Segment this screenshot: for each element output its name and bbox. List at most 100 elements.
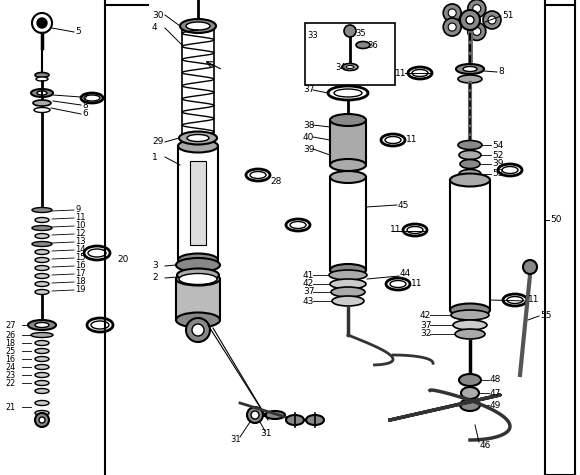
Ellipse shape (31, 89, 53, 97)
Ellipse shape (330, 171, 366, 183)
Circle shape (39, 417, 45, 423)
Text: 29: 29 (152, 137, 164, 146)
Ellipse shape (290, 221, 306, 228)
Circle shape (523, 260, 537, 274)
Ellipse shape (329, 270, 367, 280)
Circle shape (37, 18, 47, 28)
Bar (176, 279, 220, 320)
Text: 26: 26 (5, 331, 15, 340)
Ellipse shape (35, 357, 49, 361)
Bar (330, 120, 366, 165)
Ellipse shape (35, 73, 49, 77)
Circle shape (448, 23, 456, 31)
Text: 11: 11 (406, 135, 418, 144)
Ellipse shape (330, 264, 366, 276)
Text: 15: 15 (75, 254, 85, 263)
Bar (305, 23, 395, 85)
Text: 30: 30 (152, 10, 164, 19)
Ellipse shape (180, 19, 216, 33)
Ellipse shape (35, 323, 49, 327)
Circle shape (443, 18, 461, 36)
Ellipse shape (35, 400, 49, 406)
Text: 21: 21 (5, 402, 15, 411)
Ellipse shape (458, 75, 482, 83)
Ellipse shape (356, 41, 370, 48)
Ellipse shape (390, 281, 406, 287)
Ellipse shape (37, 91, 47, 95)
Text: 46: 46 (480, 440, 491, 449)
Ellipse shape (178, 140, 218, 152)
Text: 48: 48 (490, 376, 501, 384)
Ellipse shape (35, 234, 49, 238)
Circle shape (473, 5, 481, 12)
Text: 41: 41 (303, 270, 314, 279)
Ellipse shape (35, 341, 49, 345)
Text: 50: 50 (550, 216, 561, 225)
Text: 11: 11 (528, 295, 539, 304)
Ellipse shape (35, 282, 49, 286)
Ellipse shape (176, 313, 220, 327)
Ellipse shape (265, 411, 285, 419)
Ellipse shape (459, 170, 481, 179)
Circle shape (35, 413, 49, 427)
Ellipse shape (330, 114, 366, 126)
Circle shape (247, 407, 263, 423)
Text: 1: 1 (152, 152, 158, 162)
Ellipse shape (331, 287, 365, 297)
Text: 11: 11 (411, 279, 422, 288)
Ellipse shape (35, 289, 49, 294)
Text: 8: 8 (498, 66, 504, 76)
Text: 12: 12 (75, 229, 85, 238)
Circle shape (468, 22, 486, 40)
Ellipse shape (458, 141, 482, 150)
Circle shape (251, 411, 259, 419)
Ellipse shape (28, 320, 56, 330)
Ellipse shape (84, 95, 100, 101)
Ellipse shape (342, 64, 358, 70)
Text: 44: 44 (400, 268, 411, 277)
Ellipse shape (176, 258, 220, 272)
Ellipse shape (32, 208, 52, 212)
Ellipse shape (460, 399, 480, 411)
Circle shape (344, 25, 356, 37)
Text: 4: 4 (152, 23, 158, 32)
Circle shape (32, 13, 52, 33)
Ellipse shape (502, 167, 518, 173)
Text: 28: 28 (270, 178, 281, 187)
Ellipse shape (407, 227, 423, 234)
Ellipse shape (463, 66, 477, 72)
Ellipse shape (250, 171, 266, 179)
Text: 6: 6 (82, 110, 88, 118)
Circle shape (443, 4, 461, 22)
Text: 47: 47 (490, 389, 501, 398)
Ellipse shape (36, 77, 48, 81)
Bar (330, 177, 366, 270)
Ellipse shape (35, 218, 49, 222)
Ellipse shape (176, 273, 220, 285)
Text: 9: 9 (75, 206, 80, 215)
Text: 37: 37 (420, 321, 432, 330)
Circle shape (448, 9, 456, 17)
Text: 42: 42 (303, 279, 314, 288)
Ellipse shape (186, 22, 210, 30)
Text: 22: 22 (5, 379, 15, 388)
Bar (450, 180, 490, 310)
Circle shape (186, 318, 210, 342)
Ellipse shape (35, 372, 49, 378)
Text: 11: 11 (390, 226, 401, 235)
Ellipse shape (35, 364, 49, 370)
Text: 10: 10 (75, 221, 85, 230)
Ellipse shape (451, 310, 489, 320)
Ellipse shape (459, 374, 481, 386)
Ellipse shape (450, 173, 490, 187)
Text: 40: 40 (303, 133, 314, 142)
Text: 52: 52 (492, 151, 503, 160)
Text: 18: 18 (75, 277, 86, 286)
Ellipse shape (306, 415, 324, 425)
Text: 51: 51 (502, 10, 513, 19)
Circle shape (488, 16, 496, 24)
Text: 17: 17 (75, 269, 86, 278)
Ellipse shape (31, 332, 53, 338)
Ellipse shape (33, 100, 51, 106)
Text: 45: 45 (398, 200, 409, 209)
